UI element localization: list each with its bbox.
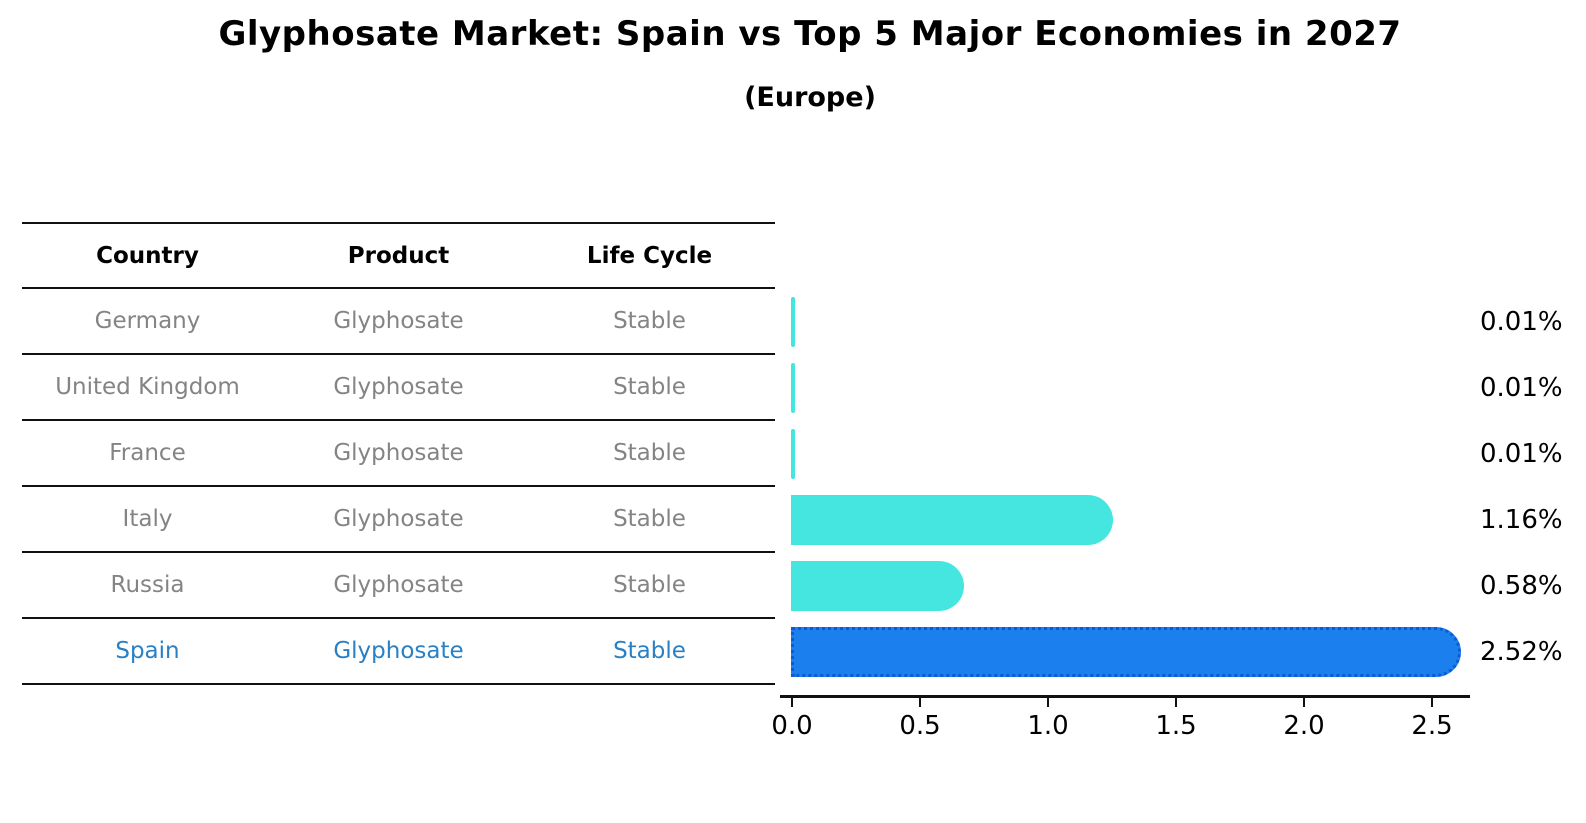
value-label-russia: 0.58%: [1480, 571, 1563, 601]
x-axis-line: [780, 695, 1470, 698]
x-axis-tick-0.5: [919, 698, 921, 707]
product-cell: Glyphosate: [333, 440, 464, 466]
bar-spain: [791, 627, 1462, 677]
table-row-united-kingdom: United Kingdom Glyphosate Stable: [22, 355, 775, 421]
life-cycle-cell: Stable: [613, 440, 686, 466]
country-cell: Germany: [94, 308, 201, 334]
bar-france: [791, 429, 795, 479]
country-cell: France: [109, 440, 186, 466]
table-row-italy: Italy Glyphosate Stable: [22, 487, 775, 553]
country-cell: United Kingdom: [55, 374, 240, 400]
x-axis-tick-label-1.5: 1.5: [1155, 711, 1197, 741]
x-axis-tick-2.5: [1431, 698, 1433, 707]
table-header-country: Country: [96, 242, 199, 269]
bar-italy: [791, 495, 1113, 545]
page-subtitle: (Europe): [744, 82, 876, 113]
life-cycle-cell: Stable: [613, 374, 686, 400]
table-header-product: Product: [347, 242, 450, 269]
country-table: Country Product Life Cycle Germany Glypho…: [22, 222, 775, 685]
life-cycle-cell: Stable: [613, 638, 686, 664]
value-label-italy: 1.16%: [1480, 505, 1563, 535]
country-cell: Italy: [122, 506, 173, 532]
x-axis-tick-label-0.0: 0.0: [771, 711, 813, 741]
bar-russia: [791, 561, 965, 611]
product-cell: Glyphosate: [333, 506, 464, 532]
table-row-russia: Russia Glyphosate Stable: [22, 553, 775, 619]
value-label-united-kingdom: 0.01%: [1480, 373, 1563, 403]
table-row-spain: Spain Glyphosate Stable: [22, 619, 775, 685]
product-cell: Glyphosate: [333, 572, 464, 598]
x-axis-tick-0.0: [791, 698, 793, 707]
x-axis-tick-1.5: [1175, 698, 1177, 707]
table-row-france: France Glyphosate Stable: [22, 421, 775, 487]
page-title: Glyphosate Market: Spain vs Top 5 Major …: [218, 14, 1402, 54]
life-cycle-cell: Stable: [613, 506, 686, 532]
x-axis-tick-label-0.5: 0.5: [899, 711, 941, 741]
x-axis-tick-label-2.5: 2.5: [1411, 711, 1453, 741]
table-row-germany: Germany Glyphosate Stable: [22, 289, 775, 355]
value-label-germany: 0.01%: [1480, 307, 1563, 337]
x-axis-tick-1.0: [1047, 698, 1049, 707]
value-label-spain: 2.52%: [1480, 637, 1563, 667]
table-header-life-cycle: Life Cycle: [586, 242, 713, 269]
product-cell: Glyphosate: [333, 308, 464, 334]
product-cell: Glyphosate: [333, 638, 464, 664]
life-cycle-cell: Stable: [613, 308, 686, 334]
x-axis-tick-label-1.0: 1.0: [1027, 711, 1069, 741]
country-cell: Spain: [115, 638, 180, 664]
bar-united-kingdom: [791, 363, 795, 413]
x-axis-tick-label-2.0: 2.0: [1283, 711, 1325, 741]
product-cell: Glyphosate: [333, 374, 464, 400]
bar-germany: [791, 297, 795, 347]
value-label-france: 0.01%: [1480, 439, 1563, 469]
x-axis-tick-2.0: [1303, 698, 1305, 707]
table-body: Germany Glyphosate Stable United Kingdom Gly…: [22, 289, 775, 685]
country-cell: Russia: [110, 572, 185, 598]
life-cycle-cell: Stable: [613, 572, 686, 598]
table-header-row: Country Product Life Cycle: [22, 222, 775, 289]
